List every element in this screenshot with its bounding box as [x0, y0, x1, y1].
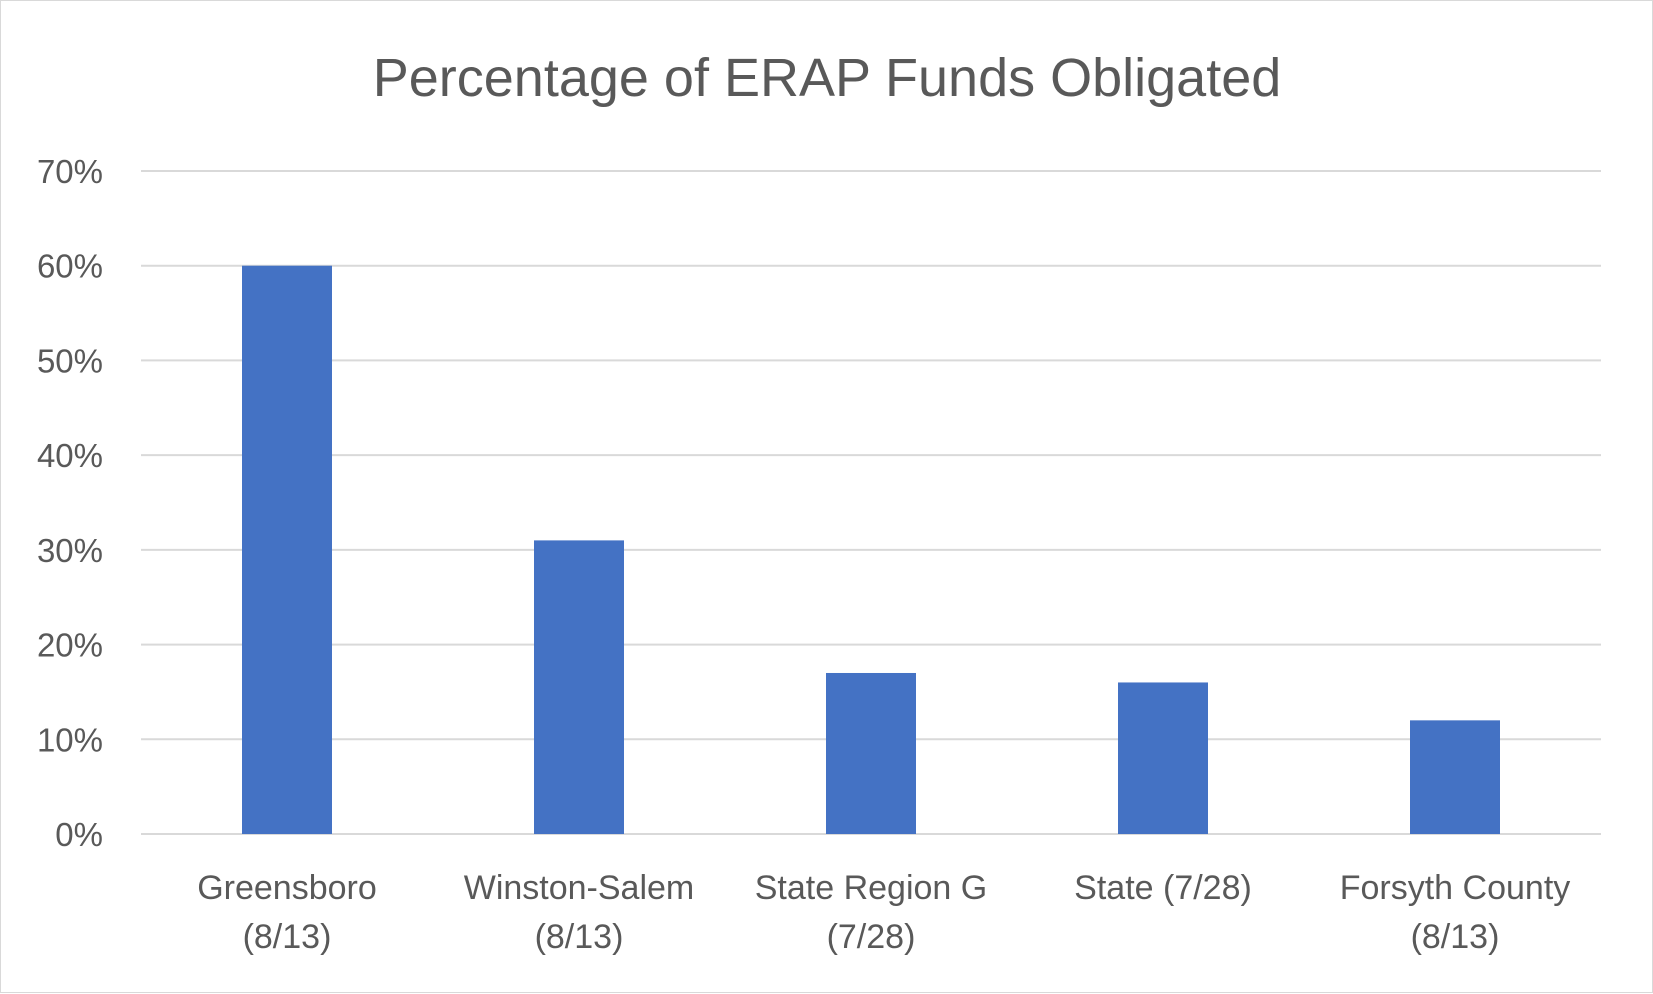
chart-title: Percentage of ERAP Funds Obligated: [373, 48, 1282, 108]
y-tick-label: 0%: [55, 816, 103, 853]
bar: [826, 672, 916, 834]
x-category-label: State Region G (7/28): [755, 869, 987, 956]
x-category-label: Forsyth County (8/13): [1340, 869, 1571, 956]
bar: [1118, 682, 1208, 834]
y-tick-label: 20%: [37, 627, 103, 664]
x-category-label: Greensboro (8/13): [197, 869, 377, 956]
y-tick-label: 70%: [37, 153, 103, 190]
bars: [242, 265, 1500, 834]
bar: [534, 540, 624, 834]
y-tick-label: 40%: [37, 437, 103, 474]
y-tick-label: 10%: [37, 721, 103, 758]
bar: [1410, 720, 1500, 834]
y-tick-label: 50%: [37, 342, 103, 379]
x-category-label: Winston-Salem (8/13): [464, 869, 695, 956]
x-category-label: State (7/28): [1074, 869, 1252, 907]
y-tick-label: 30%: [37, 532, 103, 569]
gridlines: [141, 170, 1601, 835]
bar: [242, 265, 332, 834]
x-axis-category-labels: Greensboro (8/13) Winston-Salem (8/13) State…: [197, 869, 1570, 956]
y-tick-label: 60%: [37, 248, 103, 285]
y-axis-tick-labels: 0% 10% 20% 30% 40% 50% 60% 70%: [37, 153, 103, 853]
